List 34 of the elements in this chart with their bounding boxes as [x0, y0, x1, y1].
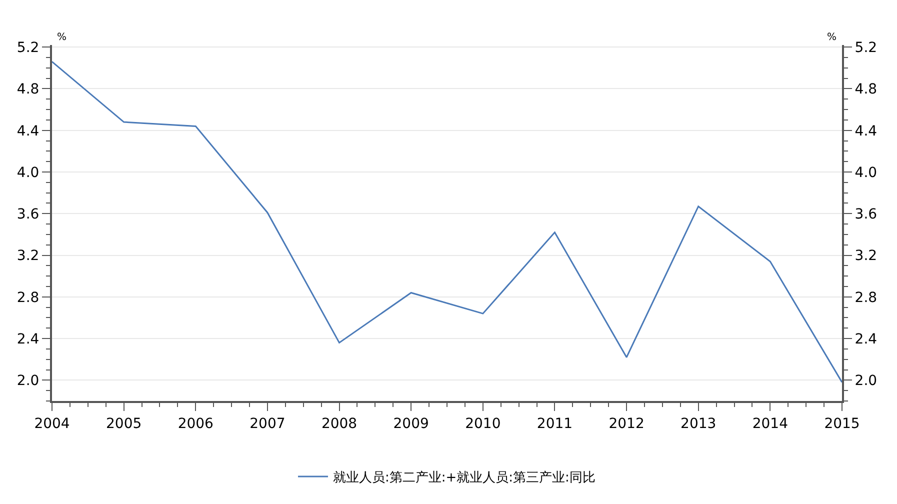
y2-tick-label: 2.0 [854, 373, 878, 390]
y-axis-title: % [57, 32, 67, 43]
legend-label: 就业人员:第二产业:+就业人员:第三产业:同比 [333, 470, 596, 486]
x-tick-label: 2010 [465, 416, 501, 432]
x-tick-label: 2015 [824, 416, 860, 432]
y-tick-label: 4.0 [16, 164, 40, 181]
y2-tick-label: 3.2 [854, 248, 878, 264]
y-tick-label: 2.4 [16, 331, 40, 348]
y2-tick-label: 5.2 [854, 40, 878, 56]
x-tick-label: 2011 [536, 416, 573, 432]
y-tick-label: 4.4 [16, 123, 40, 140]
x-tick-label: 2007 [250, 416, 286, 432]
x-tick-label: 2008 [321, 416, 358, 432]
x-tick-label: 2005 [106, 416, 142, 432]
y2-tick-label: 2.4 [854, 331, 878, 348]
y2-tick-label: 4.8 [854, 82, 878, 98]
y-tick-label: 2.0 [16, 373, 40, 390]
x-tick-label: 2006 [178, 416, 214, 432]
y-tick-label: 4.8 [16, 82, 40, 98]
line-series [52, 60, 842, 384]
y-tick-label: 2.8 [16, 290, 40, 306]
y2-tick-label: 4.0 [854, 164, 878, 181]
x-tick-label: 2009 [393, 416, 429, 432]
y-tick-label: 3.6 [16, 206, 40, 223]
x-tick-label: 2004 [34, 416, 70, 432]
y-tick-label: 5.2 [16, 40, 40, 56]
y2-axis-title: % [827, 32, 837, 43]
y-tick-label: 3.2 [16, 248, 40, 264]
y2-tick-label: 4.4 [854, 123, 878, 140]
x-tick-label: 2013 [680, 416, 716, 432]
y2-tick-label: 3.6 [854, 206, 878, 223]
x-tick-label: 2014 [752, 416, 788, 432]
x-tick-label: 2012 [608, 416, 644, 432]
y2-tick-label: 2.8 [854, 290, 878, 306]
